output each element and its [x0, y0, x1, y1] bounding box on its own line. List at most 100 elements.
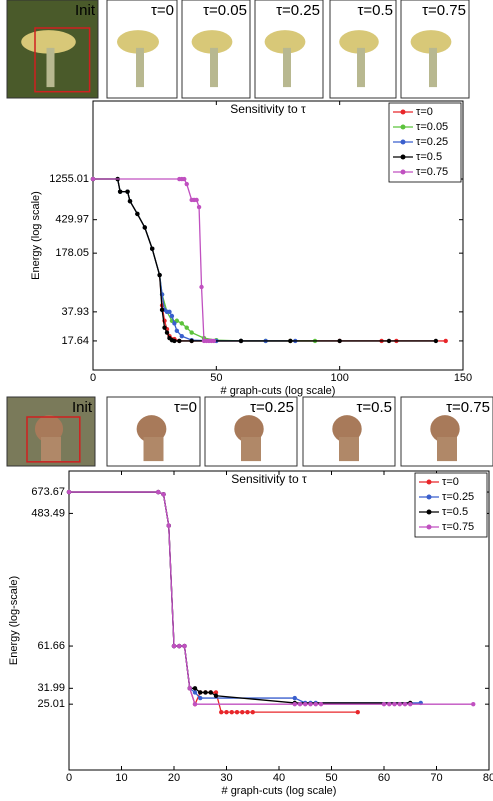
data-point — [303, 701, 308, 707]
data-point — [150, 246, 155, 251]
thumbnail-label: τ=0.05 — [203, 2, 247, 19]
data-point — [135, 211, 140, 217]
data-point — [167, 309, 172, 315]
mushroom-stem — [283, 47, 291, 88]
data-point — [250, 709, 255, 715]
llama-head — [34, 415, 64, 443]
legend-label: τ=0.5 — [442, 506, 468, 518]
data-point — [184, 325, 189, 330]
x-tick-label: 30 — [220, 772, 232, 784]
data-point — [397, 701, 402, 707]
mushroom-stem — [210, 47, 218, 88]
y-tick-label: 483.49 — [31, 507, 65, 519]
data-point — [189, 330, 194, 335]
x-axis-label: # graph-cuts (log scale) — [222, 785, 337, 797]
thumbnail: Init — [6, 396, 96, 467]
thumbnail-label: τ=0.75 — [446, 399, 490, 416]
data-point — [219, 709, 224, 715]
llama-head — [332, 415, 362, 443]
data-point — [142, 225, 147, 230]
data-point — [187, 686, 192, 691]
data-point — [127, 198, 133, 204]
init-box — [34, 27, 91, 93]
data-point — [433, 338, 439, 344]
legend-label: τ=0.25 — [416, 136, 448, 148]
data-point — [229, 709, 234, 715]
data-point — [213, 690, 219, 695]
data-point — [192, 701, 198, 707]
x-tick-label: 80 — [483, 772, 493, 784]
x-tick-label: 50 — [210, 372, 222, 384]
thumbnail-label: Init — [72, 399, 93, 416]
data-point — [194, 197, 199, 203]
legend-marker — [426, 509, 432, 515]
legend-marker — [426, 494, 432, 500]
mushroom-stem — [429, 47, 437, 88]
data-point — [161, 492, 166, 497]
thumbnail: τ=0.75 — [400, 396, 493, 467]
llama-neck — [437, 436, 457, 462]
y-tick-label: 178.05 — [55, 247, 89, 259]
legend-label: τ=0.75 — [416, 166, 448, 178]
data-point — [443, 338, 448, 344]
data-point — [157, 272, 162, 278]
llama-neck — [41, 436, 61, 462]
data-point — [392, 701, 397, 707]
data-point — [156, 489, 161, 495]
x-tick-label: 0 — [90, 372, 96, 384]
mushroom-cap — [339, 30, 379, 54]
y-tick-label: 429.97 — [55, 214, 89, 226]
y-tick-label: 37.93 — [61, 306, 89, 318]
chart-title: Sensitivity to τ — [231, 472, 307, 486]
data-point — [90, 176, 96, 182]
data-point — [189, 338, 194, 344]
data-point — [313, 701, 318, 707]
y-axis-label: Energy (log scale) — [30, 191, 42, 280]
thumbnail: τ=0.25 — [254, 0, 324, 99]
series-line — [93, 178, 436, 342]
data-point — [179, 333, 184, 339]
data-point — [238, 338, 244, 344]
legend-label: τ=0 — [442, 476, 459, 488]
mushroom-stem — [136, 47, 144, 88]
data-point — [125, 189, 130, 194]
series-line — [69, 491, 474, 705]
data-point — [213, 693, 219, 698]
legend-label: τ=0.75 — [442, 521, 474, 533]
data-point — [355, 709, 360, 715]
data-point — [179, 321, 184, 326]
data-point — [224, 709, 229, 715]
legend-marker — [400, 154, 406, 160]
data-point — [198, 690, 203, 695]
data-point — [66, 489, 72, 495]
data-point — [192, 690, 198, 695]
data-point — [386, 338, 392, 344]
x-tick-label: 60 — [378, 772, 390, 784]
data-point — [198, 695, 203, 701]
data-point — [162, 325, 167, 330]
x-tick-label: 10 — [115, 772, 127, 784]
data-point — [177, 643, 182, 649]
mushroom-cap — [410, 30, 452, 54]
data-point — [117, 189, 123, 194]
legend-label: τ=0.5 — [416, 151, 442, 163]
data-point — [308, 701, 313, 707]
thumbnail-label: τ=0.5 — [357, 2, 393, 19]
llama-head — [234, 415, 264, 443]
y-tick-label: 1255.01 — [49, 173, 89, 185]
data-point — [471, 701, 476, 707]
data-point — [292, 695, 297, 701]
thumbnail-label: τ=0.5 — [356, 399, 392, 416]
mushroom-stem — [357, 47, 365, 88]
data-point — [172, 338, 177, 344]
thumbnail-label: τ=0.25 — [250, 399, 294, 416]
data-point — [211, 338, 217, 344]
data-point — [381, 701, 387, 707]
data-point — [240, 709, 245, 715]
data-point — [292, 701, 297, 707]
thumbnail: τ=0.25 — [204, 396, 298, 467]
x-tick-label: 40 — [273, 772, 285, 784]
x-tick-label: 50 — [325, 772, 337, 784]
legend-marker — [400, 169, 406, 175]
y-tick-label: 17.64 — [61, 335, 89, 347]
